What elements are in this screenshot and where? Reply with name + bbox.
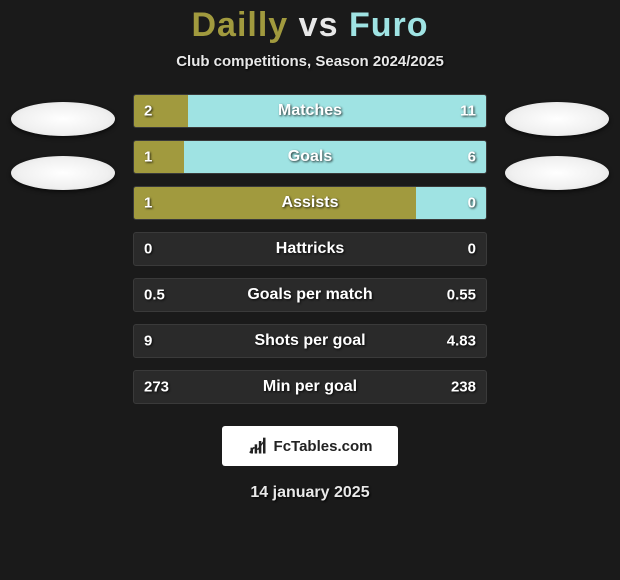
player1-badge-icon xyxy=(11,102,115,136)
stat-label: Goals xyxy=(288,148,332,166)
stat-bar: 273 238 Min per goal xyxy=(133,370,487,404)
bar-fill-left xyxy=(134,95,188,127)
stat-label: Shots per goal xyxy=(254,332,365,350)
player2-name: Furo xyxy=(349,6,429,44)
subtitle: Club competitions, Season 2024/2025 xyxy=(176,53,444,70)
stat-value-right: 0 xyxy=(468,241,476,258)
stat-bar: 1 0 Assists xyxy=(133,186,487,220)
stat-label: Min per goal xyxy=(263,378,357,396)
player2-flag-icon xyxy=(505,156,609,190)
stat-value-right: 0.55 xyxy=(447,287,476,304)
stat-bar: 0 0 Hattricks xyxy=(133,232,487,266)
stat-value-right: 4.83 xyxy=(447,333,476,350)
stat-label: Matches xyxy=(278,102,342,120)
player2-badge-icon xyxy=(505,102,609,136)
bar-fill-right xyxy=(184,141,486,173)
source-logo: FcTables.com xyxy=(222,426,398,466)
stat-value-left: 1 xyxy=(144,195,152,212)
stat-value-left: 2 xyxy=(144,103,152,120)
stat-bar: 9 4.83 Shots per goal xyxy=(133,324,487,358)
stat-value-left: 0 xyxy=(144,241,152,258)
stat-value-left: 9 xyxy=(144,333,152,350)
title: Dailly vs Furo xyxy=(192,6,429,45)
bar-fill-left xyxy=(134,187,416,219)
stat-value-right: 11 xyxy=(460,103,476,120)
bar-fill-left xyxy=(134,141,184,173)
stat-value-left: 273 xyxy=(144,379,169,396)
stat-label: Assists xyxy=(282,194,339,212)
stat-value-left: 1 xyxy=(144,149,152,166)
left-badge-col xyxy=(11,94,115,190)
stat-value-right: 238 xyxy=(451,379,476,396)
main-row: 2 11 Matches 1 6 Goals 1 0 Assists 0 0 Hattricks 0.5… xyxy=(0,94,620,404)
chart-bars-icon xyxy=(248,436,268,456)
stat-value-right: 6 xyxy=(468,149,476,166)
stat-value-right: 0 xyxy=(468,195,476,212)
stat-bar: 1 6 Goals xyxy=(133,140,487,174)
stat-value-left: 0.5 xyxy=(144,287,165,304)
stat-label: Goals per match xyxy=(247,286,372,304)
stat-label: Hattricks xyxy=(276,240,344,258)
vs-text: vs xyxy=(299,6,339,44)
date-text: 14 january 2025 xyxy=(250,484,369,502)
stat-bar: 0.5 0.55 Goals per match xyxy=(133,278,487,312)
player1-flag-icon xyxy=(11,156,115,190)
source-logo-text: FcTables.com xyxy=(274,438,373,455)
stat-bars: 2 11 Matches 1 6 Goals 1 0 Assists 0 0 Hattricks 0.5… xyxy=(133,94,487,404)
comparison-card: Dailly vs Furo Club competitions, Season… xyxy=(0,0,620,580)
right-badge-col xyxy=(505,94,609,190)
player1-name: Dailly xyxy=(192,6,289,44)
stat-bar: 2 11 Matches xyxy=(133,94,487,128)
